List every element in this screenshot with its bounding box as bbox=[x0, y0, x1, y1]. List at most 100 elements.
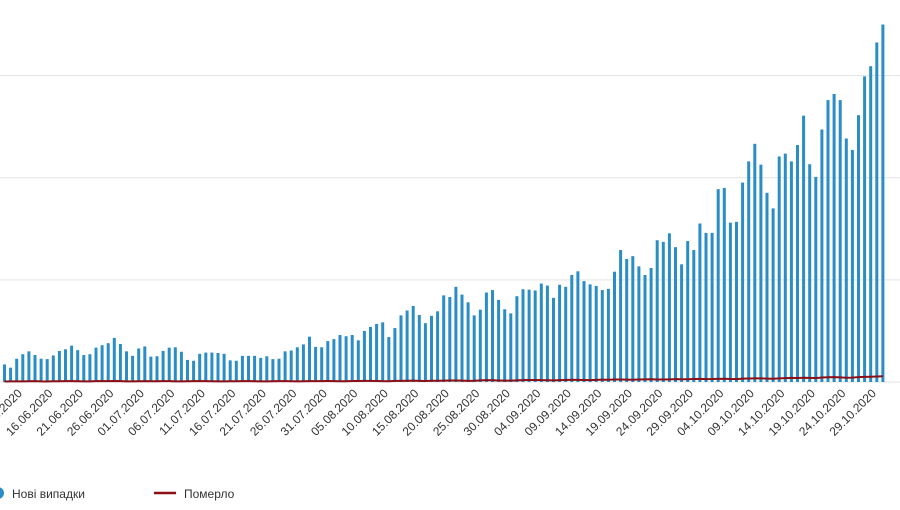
bar bbox=[521, 289, 525, 382]
bar bbox=[869, 66, 873, 382]
bar bbox=[814, 176, 818, 382]
bar bbox=[820, 129, 824, 382]
bar bbox=[271, 359, 275, 382]
legend-label: Нові випадки bbox=[12, 487, 85, 501]
bar bbox=[167, 347, 171, 382]
bar bbox=[698, 223, 702, 382]
bar bbox=[552, 297, 555, 382]
bar bbox=[802, 115, 806, 382]
bar bbox=[216, 352, 220, 382]
bar bbox=[399, 315, 403, 382]
bar bbox=[533, 290, 537, 382]
bar bbox=[771, 208, 775, 382]
bar bbox=[143, 346, 147, 382]
bar bbox=[375, 323, 379, 382]
bar bbox=[417, 314, 421, 382]
bar bbox=[667, 233, 671, 382]
bar bbox=[484, 292, 488, 382]
bar bbox=[112, 337, 116, 382]
bar bbox=[515, 296, 519, 382]
bar bbox=[173, 347, 177, 382]
bar bbox=[527, 289, 531, 382]
bar bbox=[33, 355, 37, 382]
bar bbox=[491, 290, 494, 382]
bar bbox=[850, 149, 854, 382]
bar bbox=[21, 354, 25, 382]
bar bbox=[460, 294, 464, 382]
bar bbox=[106, 343, 110, 382]
bar bbox=[393, 328, 397, 382]
bar bbox=[765, 192, 769, 382]
bar bbox=[332, 339, 336, 382]
bar bbox=[857, 115, 860, 383]
bar bbox=[362, 330, 366, 382]
bar bbox=[783, 153, 787, 382]
bar bbox=[637, 266, 641, 382]
bar bbox=[753, 143, 757, 382]
bar bbox=[100, 345, 104, 382]
bar bbox=[649, 268, 653, 382]
bar bbox=[131, 355, 135, 382]
bar bbox=[686, 241, 690, 382]
bar bbox=[240, 355, 244, 382]
bar bbox=[423, 323, 427, 382]
bar bbox=[155, 356, 159, 382]
bar bbox=[539, 283, 543, 382]
bar bbox=[478, 309, 482, 382]
bar bbox=[137, 348, 141, 382]
bar bbox=[82, 355, 86, 382]
bar bbox=[289, 350, 293, 382]
bar bbox=[27, 351, 31, 382]
bar bbox=[680, 264, 684, 382]
bar bbox=[576, 271, 580, 382]
bar bbox=[198, 353, 202, 382]
bar bbox=[832, 93, 836, 383]
bar bbox=[179, 351, 183, 382]
bar bbox=[777, 156, 781, 382]
bar bbox=[338, 335, 342, 382]
bar bbox=[655, 240, 659, 382]
bar bbox=[149, 356, 153, 382]
bar bbox=[64, 349, 67, 382]
bar bbox=[283, 351, 287, 382]
bar bbox=[704, 232, 708, 382]
bar bbox=[838, 100, 842, 383]
bar bbox=[789, 161, 793, 382]
bar bbox=[844, 138, 848, 382]
bar bbox=[619, 250, 623, 382]
bar bbox=[295, 347, 299, 382]
bar bbox=[381, 322, 385, 382]
bar bbox=[741, 182, 745, 382]
bar bbox=[186, 359, 189, 382]
bar bbox=[509, 313, 513, 382]
bar bbox=[320, 347, 324, 382]
bar bbox=[76, 350, 80, 382]
bar bbox=[722, 187, 726, 382]
bar bbox=[259, 357, 263, 382]
bar bbox=[588, 284, 592, 382]
bar bbox=[881, 24, 885, 383]
bar bbox=[875, 42, 879, 382]
bar bbox=[277, 358, 281, 382]
bar bbox=[387, 337, 391, 382]
bar bbox=[265, 356, 269, 382]
bar bbox=[545, 285, 549, 382]
bar bbox=[497, 299, 501, 382]
bar bbox=[600, 290, 604, 382]
bar bbox=[9, 367, 13, 382]
bar bbox=[405, 310, 409, 382]
bar bbox=[442, 295, 446, 382]
bar bbox=[253, 355, 257, 382]
bar bbox=[39, 358, 43, 382]
bar bbox=[15, 358, 19, 382]
bar bbox=[247, 355, 250, 382]
bar bbox=[222, 353, 226, 382]
bar bbox=[582, 281, 586, 382]
bar bbox=[466, 302, 470, 382]
bar bbox=[436, 311, 440, 382]
bar bbox=[161, 350, 165, 382]
bar bbox=[234, 360, 238, 382]
bar bbox=[314, 346, 318, 382]
bar bbox=[356, 340, 360, 382]
bar bbox=[472, 315, 476, 382]
